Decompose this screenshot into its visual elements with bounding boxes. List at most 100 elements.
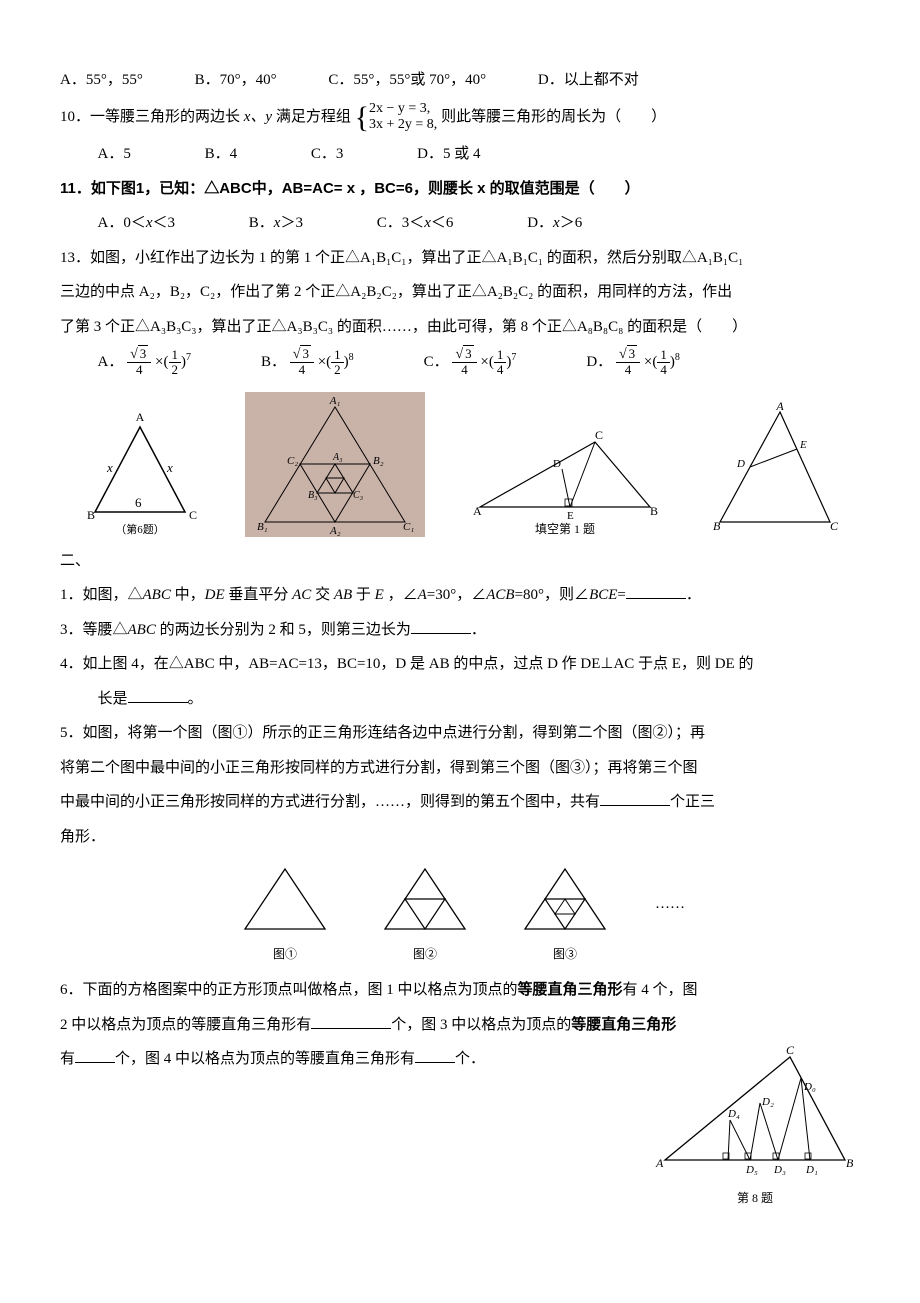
q10-pre: 10．一等腰三角形的两边长 bbox=[60, 109, 244, 125]
fq6-blank2 bbox=[75, 1047, 115, 1063]
svg-text:D: D bbox=[553, 458, 561, 470]
opt-d: D．以上都不对 bbox=[538, 66, 639, 95]
eq-top: 2x − y = 3, bbox=[369, 101, 437, 118]
fq5-line1: 5．如图，将第一个图（图①）所示的正三角形连结各边中点进行分割，得到第二个图（图… bbox=[60, 719, 860, 748]
opt-a: A．55°，55° bbox=[60, 66, 143, 95]
svg-text:C: C bbox=[189, 508, 197, 522]
svg-text:C: C bbox=[786, 1045, 795, 1057]
q13-c: C． √34 ×(14)7 bbox=[424, 347, 517, 378]
q11-a: A．0＜x＜3 bbox=[98, 209, 176, 238]
fq6-blank3 bbox=[415, 1047, 455, 1063]
svg-text:B₂: B₂ bbox=[373, 455, 384, 467]
cap3: 图③ bbox=[515, 943, 615, 966]
q10-post: 则此等腰三角形的周长为（ ） bbox=[441, 109, 666, 125]
svg-text:x: x bbox=[106, 460, 113, 475]
fq5-line4: 角形． bbox=[60, 823, 860, 852]
q-prev-options: A．55°，55° B．70°，40° C．55°，55°或 70°，40° D… bbox=[60, 66, 860, 95]
svg-text:C₂: C₂ bbox=[287, 455, 298, 467]
svg-text:C: C bbox=[830, 519, 839, 533]
q11-options: A．0＜x＜3 B．x＞3 C．3＜x＜6 D．x＞6 bbox=[60, 209, 860, 238]
opt-c: C．55°，55°或 70°，40° bbox=[328, 66, 486, 95]
svg-text:D: D bbox=[736, 458, 745, 470]
svg-text:B: B bbox=[650, 504, 658, 518]
svg-text:D₀: D₀ bbox=[803, 1081, 816, 1093]
q10-equations: { 2x − y = 3, 3x + 2y = 8, bbox=[355, 101, 438, 135]
q11-stem: 11．如下图1，已知：△ABC中，AB=AC= x ，BC=6，则腰长 x 的取… bbox=[60, 175, 860, 204]
svg-text:E: E bbox=[799, 439, 807, 451]
q13-b: B． √34 ×(12)8 bbox=[261, 347, 354, 378]
fq1-blank bbox=[626, 583, 686, 599]
fq3: 3．等腰△ABC 的两边长分别为 2 和 5，则第三边长为． bbox=[60, 616, 860, 645]
svg-text:（第6题）: （第6题） bbox=[115, 522, 165, 536]
svg-text:C₃: C₃ bbox=[353, 490, 364, 501]
fq5-line2: 将第二个图中最中间的小正三角形按同样的方式进行分割，得到第三个图（图③）；再将第… bbox=[60, 754, 860, 783]
q10-a: A．5 bbox=[98, 140, 131, 169]
svg-text:B: B bbox=[846, 1156, 854, 1170]
q13-d: D． √34 ×(14)8 bbox=[586, 347, 680, 378]
q11-text: 11．如下图1，已知：△ABC中，AB=AC= x ，BC=6，则腰长 x 的取… bbox=[60, 180, 640, 197]
section-two-heading: 二、 bbox=[60, 547, 860, 576]
q13-options: A． √34 ×(12)7 B． √34 ×(12)8 C． √34 ×(14)… bbox=[60, 347, 860, 378]
fq5-dots: …… bbox=[655, 890, 685, 937]
fq3-blank bbox=[411, 618, 471, 634]
q10-c: C．3 bbox=[311, 140, 344, 169]
q10-options: A．5 B．4 C．3 D．5 或 4 bbox=[60, 140, 860, 169]
q10-d: D．5 或 4 bbox=[417, 140, 480, 169]
q11-b: B．x＞3 bbox=[249, 209, 303, 238]
eq-bot: 3x + 2y = 8, bbox=[369, 117, 437, 134]
fig4: A B C D E bbox=[705, 402, 845, 537]
fq5-figures: 图① 图② 图③ …… bbox=[60, 861, 860, 966]
fq4-line1: 4．如上图 4，在△ABC 中，AB=AC=13，BC=10，D 是 AB 的中… bbox=[60, 650, 860, 679]
svg-text:6: 6 bbox=[135, 495, 142, 510]
fq5-blank bbox=[600, 790, 670, 806]
fq5-fig2: 图② bbox=[375, 861, 475, 966]
svg-text:A₁: A₁ bbox=[329, 395, 341, 407]
svg-text:D₃: D₃ bbox=[773, 1164, 786, 1176]
svg-text:E: E bbox=[567, 510, 574, 522]
svg-text:C₁: C₁ bbox=[403, 521, 414, 533]
fq1: 1．如图，△ABC 中，DE 垂直平分 AC 交 AB 于 E ，∠A=30°，… bbox=[60, 581, 860, 610]
fq4-blank bbox=[128, 687, 188, 703]
svg-text:B: B bbox=[87, 508, 95, 522]
fq6-blank1 bbox=[311, 1013, 391, 1029]
q13-line1: 13．如图，小红作出了边长为 1 的第 1 个正△A₁B₁C₁，算出了正△A₁B… bbox=[60, 244, 860, 273]
svg-text:D₂: D₂ bbox=[761, 1096, 774, 1108]
cap2: 图② bbox=[375, 943, 475, 966]
cap1: 图① bbox=[235, 943, 335, 966]
fig8: C A B D₀ D₁ D₂ D₃ D₄ D₅ 第 8 题 bbox=[650, 1045, 860, 1210]
svg-text:A: A bbox=[136, 410, 145, 424]
fig1: A B C x x 6 （第6题） bbox=[75, 407, 205, 537]
brace-icon: { bbox=[355, 104, 369, 131]
q11-d: D．x＞6 bbox=[527, 209, 582, 238]
fq6-line2: 2 中以格点为顶点的等腰直角三角形有个，图 3 中以格点为顶点的等腰直角三角形 bbox=[60, 1011, 860, 1040]
fq5-fig1: 图① bbox=[235, 861, 335, 966]
q13-line2: 三边的中点 A₂，B₂，C₂，作出了第 2 个正△A₂B₂C₂，算出了正△A₂B… bbox=[60, 278, 860, 307]
svg-text:B₃: B₃ bbox=[308, 490, 318, 501]
opt-b: B．70°，40° bbox=[195, 66, 277, 95]
svg-text:B: B bbox=[713, 519, 721, 533]
svg-text:D₅: D₅ bbox=[745, 1164, 758, 1176]
fq5-line3: 中最中间的小正三角形按同样的方式进行分割，……，则得到的第五个图中，共有个正三 bbox=[60, 788, 860, 817]
svg-text:A₂: A₂ bbox=[329, 525, 341, 537]
q11-c: C．3＜x＜6 bbox=[377, 209, 454, 238]
svg-text:A: A bbox=[473, 504, 482, 518]
svg-text:A₃: A₃ bbox=[332, 452, 343, 463]
q10-mid: 满足方程组 bbox=[272, 109, 351, 125]
q13-a: A． √34 ×(12)7 bbox=[98, 347, 192, 378]
figure-row-1: A B C x x 6 （第6题） A₁ B₁ C₁ C₂ B₂ A₂ A₃ B… bbox=[60, 392, 860, 537]
svg-text:C: C bbox=[595, 428, 603, 442]
svg-text:D₄: D₄ bbox=[727, 1108, 740, 1120]
fig2: A₁ B₁ C₁ C₂ B₂ A₂ A₃ B₃ C₃ bbox=[245, 392, 425, 537]
svg-text:B₁: B₁ bbox=[257, 521, 268, 533]
q10-stem: 10．一等腰三角形的两边长 x、y 满足方程组 { 2x − y = 3, 3x… bbox=[60, 101, 860, 135]
svg-text:A: A bbox=[655, 1156, 664, 1170]
fq4-line2: 长是。 bbox=[60, 685, 860, 714]
fq5-fig3: 图③ bbox=[515, 861, 615, 966]
svg-text:填空第 1 题: 填空第 1 题 bbox=[535, 522, 595, 536]
q10-b: B．4 bbox=[205, 140, 238, 169]
svg-text:x: x bbox=[166, 460, 173, 475]
fig8-caption: 第 8 题 bbox=[650, 1187, 860, 1210]
fig3: A B C D E 填空第 1 题 bbox=[465, 427, 665, 537]
fq6-line1: 6．下面的方格图案中的正方形顶点叫做格点，图 1 中以格点为顶点的等腰直角三角形… bbox=[60, 976, 860, 1005]
svg-text:D₁: D₁ bbox=[805, 1164, 818, 1176]
